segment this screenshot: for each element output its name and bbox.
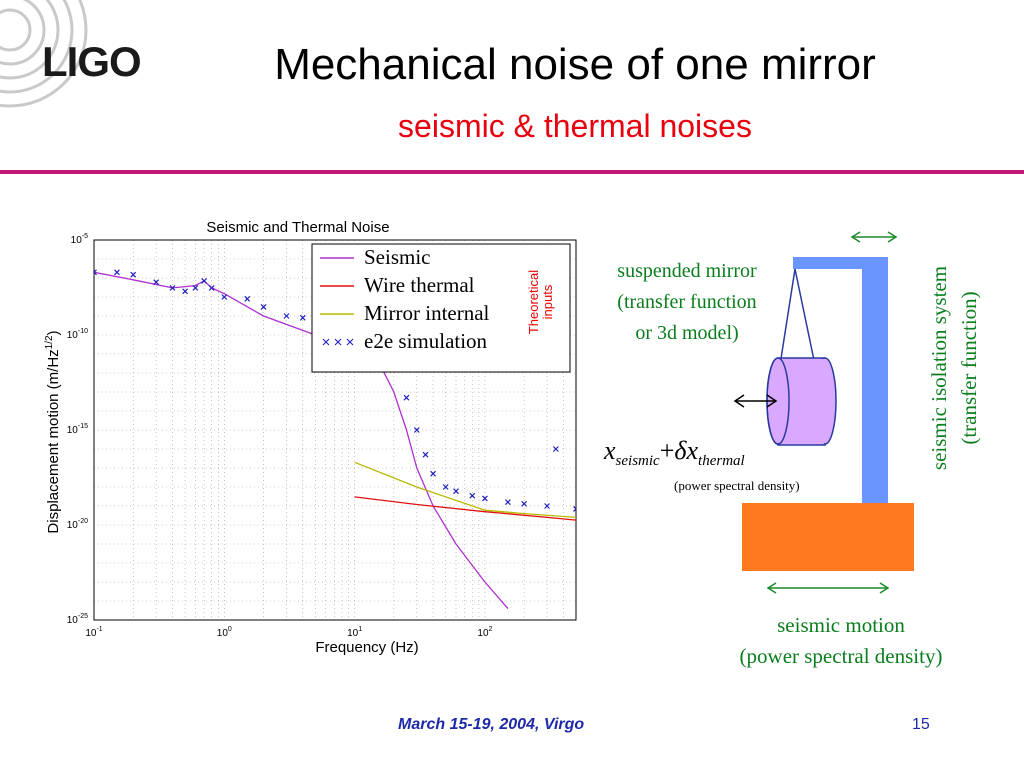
y-tick-label: 10-10 (67, 328, 88, 341)
point-e2e-simulation (544, 503, 551, 509)
plot-frame (93, 239, 577, 621)
page-number: 15 (912, 716, 930, 733)
formula-plus: + (659, 436, 675, 465)
point-e2e-simulation (413, 427, 420, 433)
point-e2e-simulation (208, 285, 215, 291)
annotation-theoretical: Theoreticalinputs (526, 270, 555, 334)
top-motion-arrow (850, 231, 898, 243)
y-tick-label: 10-5 (71, 233, 88, 246)
ground-base (742, 503, 914, 571)
x-tick-label: 102 (477, 626, 492, 639)
motion-label-line-1: seismic motion (777, 613, 905, 637)
y-axis-label-close: ) (45, 330, 62, 335)
point-e2e-simulation (182, 288, 189, 295)
point-e2e-simulation (481, 495, 488, 502)
point-e2e-simulation (153, 279, 160, 286)
point-e2e-simulation (299, 314, 306, 321)
y-axis-label: Displacement motion (m/Hz1/2) (44, 330, 62, 533)
point-e2e-simulation (552, 446, 559, 452)
y-tick-label: 10-25 (67, 613, 88, 626)
mirror-label-line-2: (transfer function (617, 291, 757, 313)
point-e2e-simulation (244, 295, 251, 302)
mirror-motion-arrow (733, 394, 778, 408)
annotation-line-1: Theoretical (526, 270, 541, 334)
psd-note: (power spectral density) (674, 478, 800, 493)
legend-swatch-e2e-simulation (334, 338, 342, 346)
point-e2e-simulation (260, 304, 267, 310)
formula-seismic: seismic (615, 453, 660, 470)
point-e2e-simulation (169, 285, 176, 291)
series-wire-thermal (354, 496, 576, 521)
point-e2e-simulation (221, 294, 228, 300)
suspension-wire-left (779, 268, 796, 366)
legend-label-e2e-simulation: e2e simulation (364, 329, 488, 353)
point-e2e-simulation (201, 278, 208, 284)
series-mirror-internal (354, 461, 576, 519)
x-axis-label: Frequency (Hz) (315, 639, 418, 656)
point-e2e-simulation (130, 271, 137, 278)
x-tick-label: 101 (347, 626, 362, 639)
point-e2e-simulation (422, 451, 429, 458)
point-e2e-simulation (403, 394, 410, 401)
formula-thermal: thermal (698, 453, 745, 470)
slide-subtitle: seismic & thermal noises (398, 108, 752, 144)
isolation-label-line-2: (transfer function) (957, 291, 981, 444)
formula-x: x (604, 436, 616, 465)
y-tick-label: 10-20 (67, 518, 88, 531)
chart-title: Seismic and Thermal Noise (206, 219, 389, 236)
point-e2e-simulation (521, 500, 528, 507)
legend-swatch-e2e-simulation (346, 338, 354, 346)
x-tick-label: 100 (217, 626, 232, 639)
formula-delta: δx (674, 436, 699, 465)
suspension-schematic (733, 231, 914, 594)
point-e2e-simulation (94, 269, 97, 276)
y-tick-label: 10-15 (67, 423, 88, 436)
mirror-label-line-3: or 3d model) (635, 322, 739, 344)
mirror-cylinder (766, 357, 837, 446)
legend-box (311, 243, 571, 373)
legend-label-wire-thermal: Wire thermal (364, 273, 475, 297)
y-axis-label-exp: 1/2 (44, 335, 55, 349)
isolation-label-line-1: seismic isolation system (927, 266, 951, 470)
legend-label-mirror-internal: Mirror internal (364, 301, 490, 325)
point-e2e-simulation (114, 269, 120, 276)
ligo-logo (0, 0, 88, 108)
point-e2e-simulation (192, 285, 199, 291)
isolation-label: seismic isolation system (transfer funct… (927, 266, 981, 470)
point-e2e-simulation (442, 484, 449, 490)
motion-label-line-2: (power spectral density) (739, 644, 943, 668)
x-tick-label: 10-1 (85, 626, 102, 639)
y-axis-label-main: Displacement motion (m/Hz (45, 349, 62, 533)
point-e2e-simulation (469, 492, 476, 499)
legend-label-seismic: Seismic (364, 245, 431, 269)
noise-chart: Seismic and Thermal Noise 10-1 100 101 102 1… (38, 212, 586, 664)
mirror-label: suspended mirror (transfer function or 3… (588, 256, 786, 349)
point-e2e-simulation (453, 488, 459, 495)
point-e2e-simulation (504, 499, 511, 506)
legend-swatch-e2e-simulation (322, 338, 330, 346)
point-e2e-simulation (573, 506, 576, 512)
chart-legend: Seismic Wire thermal Mirror internal e2e si… (311, 243, 571, 373)
ground-motion-arrow (766, 582, 890, 594)
point-e2e-simulation (430, 470, 436, 477)
title-divider (0, 170, 1024, 174)
footer-date: March 15-19, 2004, Virgo (398, 716, 585, 733)
noise-formula: xseismic+δxthermal (604, 436, 745, 470)
seismic-motion-label: seismic motion (power spectral density) (710, 610, 972, 672)
slide-title: Mechanical noise of one mirror (274, 40, 876, 89)
suspension-arm (793, 257, 888, 269)
point-e2e-simulation (283, 313, 290, 319)
mirror-label-line-1: suspended mirror (617, 260, 757, 282)
suspension-wire-right (794, 268, 816, 366)
annotation-line-2: inputs (540, 284, 555, 319)
isolation-pillar (862, 257, 888, 507)
logo-text: LIGO (42, 38, 142, 85)
